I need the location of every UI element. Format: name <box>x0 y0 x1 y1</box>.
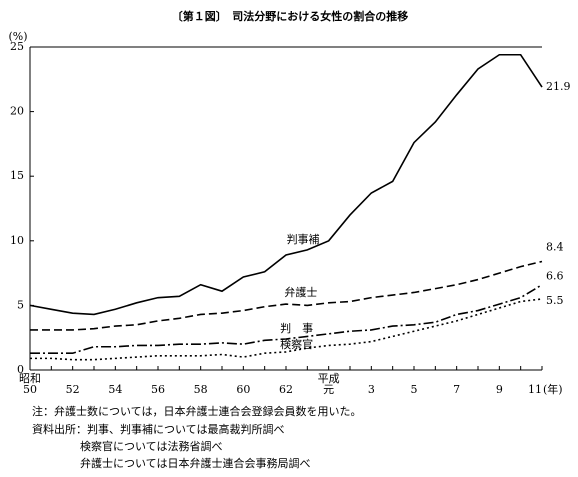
x-tick-label: 7 <box>453 383 460 396</box>
series-name: 判事補 <box>287 233 320 246</box>
end-value-label: 5.5 <box>546 294 564 307</box>
x-tick-label: 60 <box>236 383 250 396</box>
y-axis-label: (%) <box>8 30 27 43</box>
y-tick-label: 15 <box>10 169 24 182</box>
series-line <box>30 284 543 355</box>
x-tick-label: 54 <box>108 383 122 396</box>
end-value-label: 8.4 <box>546 240 564 253</box>
series-line <box>30 298 543 361</box>
series-name: 弁護士 <box>284 285 317 299</box>
end-value-label: 21.9 <box>546 80 571 93</box>
y-tick-label: 5 <box>17 298 24 311</box>
y-tick-label: 20 <box>10 105 24 118</box>
note: 検察官については法務省調べ <box>80 439 222 453</box>
x-tick-label: 58 <box>194 383 208 396</box>
chart-title: 〔第１図〕 司法分野における女性の割合の推移 <box>172 9 409 23</box>
note: 弁護士については日本弁護士連合会事務局調べ <box>80 456 310 470</box>
series-line <box>29 53 543 316</box>
x-tick-label: 52 <box>66 383 80 396</box>
x-tick-label: 62 <box>279 383 293 396</box>
x-axis-label: (年) <box>543 382 563 396</box>
series-name: 判 事 <box>280 322 313 335</box>
x-tick-label: 3 <box>368 383 375 396</box>
x-tick-label: 50 <box>23 383 37 396</box>
series-name: 検察官 <box>280 337 313 351</box>
end-value-label: 6.6 <box>546 270 564 283</box>
x-tick-label: 9 <box>496 383 503 396</box>
x-tick-label: 元 <box>323 383 334 396</box>
x-tick-label: 56 <box>151 383 165 396</box>
note: 資料出所：判事、判事補については最高裁判所調べ <box>32 422 284 436</box>
y-tick-label: 10 <box>10 234 24 247</box>
era-label: 平成 <box>318 372 340 385</box>
era-label: 昭和 <box>19 372 41 385</box>
y-tick-label: 0 <box>17 363 24 376</box>
series-line <box>30 260 543 331</box>
x-tick-label: 11 <box>528 383 542 396</box>
x-tick-label: 5 <box>411 383 418 396</box>
y-tick-label: 25 <box>10 40 24 53</box>
note: 注：弁護士数については，日本弁護士連合会登録会員数を用いた。 <box>32 404 361 418</box>
